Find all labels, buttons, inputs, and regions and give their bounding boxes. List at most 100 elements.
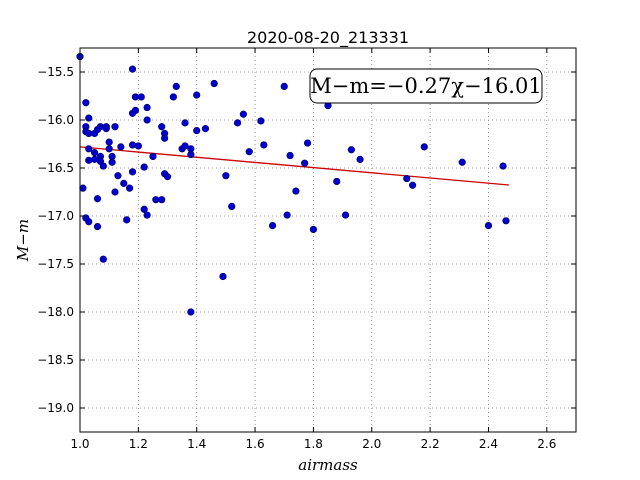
data-point (257, 117, 265, 125)
data-points (76, 53, 510, 316)
data-point (193, 126, 201, 135)
data-point (105, 138, 113, 146)
data-point (85, 218, 93, 226)
data-point (99, 255, 107, 263)
data-point (128, 168, 137, 176)
data-point (172, 82, 180, 90)
data-point (128, 65, 137, 73)
plot-area-frame (79, 47, 577, 433)
data-point (85, 114, 93, 122)
data-point (292, 187, 300, 195)
data-point (111, 123, 119, 131)
y-axis-label: M−m (14, 219, 32, 262)
data-point (268, 222, 277, 230)
data-point (187, 308, 195, 316)
data-point (484, 222, 493, 230)
y-tick-label: −19.0 (37, 401, 74, 415)
data-point (210, 79, 218, 88)
y-tick-label: −15.5 (37, 65, 74, 79)
chart-title: 2020-08-20_213331 (247, 28, 409, 48)
y-tick-label: −18.5 (37, 353, 74, 367)
data-point (140, 163, 148, 171)
data-point (181, 119, 189, 127)
x-tick-label: 2.4 (479, 437, 498, 451)
data-point (143, 116, 151, 124)
data-point (187, 145, 195, 153)
data-point (201, 125, 210, 133)
data-point (134, 142, 142, 150)
data-point (117, 143, 125, 151)
data-point (347, 146, 355, 154)
data-point (219, 272, 227, 281)
data-point (169, 93, 177, 101)
y-tick-label: −16.5 (37, 161, 74, 175)
data-point (102, 125, 110, 133)
data-point (93, 222, 102, 231)
data-point (99, 162, 107, 170)
x-tick-label: 2.6 (537, 437, 556, 451)
data-point (409, 181, 417, 189)
y-tick-label: −18.0 (37, 305, 74, 319)
x-tick-label: 1.4 (187, 437, 206, 451)
data-point (111, 188, 119, 196)
data-point (79, 184, 87, 192)
data-point (143, 103, 151, 112)
data-point (356, 155, 364, 163)
data-point (90, 149, 99, 157)
data-point (233, 119, 242, 127)
x-tick-label: 1.6 (246, 437, 265, 451)
data-point (458, 158, 466, 166)
data-point (239, 110, 247, 118)
data-point (158, 123, 166, 131)
x-axis-label: airmass (298, 456, 358, 474)
data-point (341, 211, 350, 219)
data-point (105, 145, 113, 153)
data-point (82, 99, 90, 107)
fit-equation-frame (309, 68, 543, 104)
data-point (333, 177, 341, 186)
data-point (126, 184, 134, 192)
data-point (245, 148, 253, 156)
x-tick-label: 2.2 (421, 437, 440, 451)
data-point (161, 134, 169, 142)
data-point (93, 195, 102, 203)
y-tick-label: −17.0 (37, 209, 74, 223)
data-point (137, 93, 145, 101)
x-tick-label: 1.0 (70, 437, 89, 451)
axis-ticks: 1.0 1.2 1.4 1.6 1.8 2.0 2.2 2.4 2.6 −15.5 −16.0 −16… (37, 48, 576, 451)
data-point (260, 141, 268, 149)
data-point (149, 152, 157, 161)
data-point (120, 179, 128, 187)
data-point (303, 139, 312, 147)
data-point (131, 106, 140, 114)
data-point (123, 216, 131, 224)
data-point (85, 145, 93, 153)
data-point (502, 217, 510, 225)
grid-lines (80, 48, 576, 432)
data-point (143, 211, 151, 219)
y-tick-label: −17.5 (37, 257, 74, 271)
data-point (158, 196, 166, 204)
data-point (280, 82, 288, 90)
y-tick-label: −16.0 (37, 113, 74, 127)
data-point (128, 141, 137, 149)
data-point (222, 172, 230, 180)
data-point (283, 211, 291, 219)
data-point (193, 91, 201, 99)
fit-equation-box: M−m=−0.27χ−16.01 (309, 68, 543, 104)
data-point (286, 151, 294, 160)
data-point (420, 143, 428, 151)
x-tick-label: 2.0 (362, 437, 381, 451)
data-point (108, 152, 116, 161)
x-tick-label: 1.8 (304, 437, 323, 451)
data-point (85, 156, 93, 164)
data-point (140, 205, 148, 213)
x-tick-label: 1.2 (129, 437, 148, 451)
data-point (181, 142, 189, 150)
data-point (403, 174, 411, 183)
data-point (499, 162, 507, 170)
data-point (228, 202, 236, 210)
data-point (163, 173, 172, 181)
data-point (301, 159, 309, 167)
